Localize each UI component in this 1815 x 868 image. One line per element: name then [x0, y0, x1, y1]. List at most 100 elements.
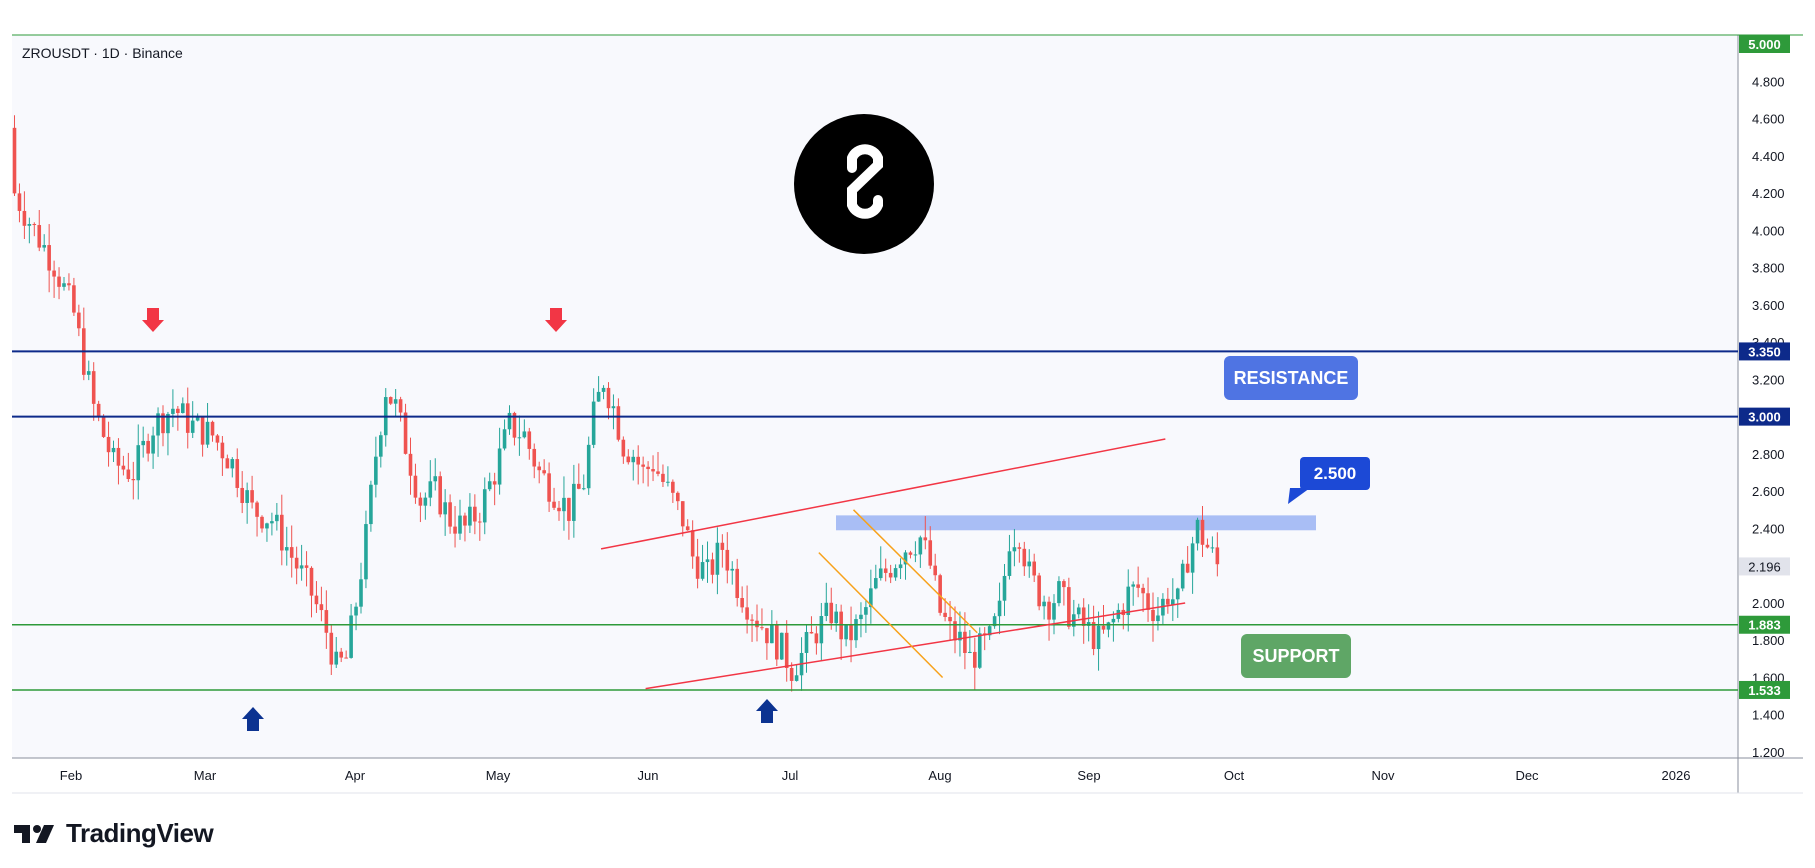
candle-body [512, 412, 517, 438]
candle-body [869, 588, 873, 608]
candle-body [705, 559, 710, 563]
tradingview-brand[interactable]: TradingView [14, 818, 214, 849]
y-tick-label: 4.000 [1752, 223, 1785, 238]
y-tick-label: 4.200 [1752, 186, 1785, 201]
candle-body [804, 631, 809, 653]
candle-body [473, 506, 477, 522]
candle-body [101, 416, 106, 437]
candle-body [532, 448, 537, 467]
price-badge-text: 2.196 [1748, 559, 1781, 574]
candle-body [591, 401, 596, 445]
candle-body [289, 547, 294, 558]
candle-body [878, 568, 883, 579]
candle-body [478, 521, 482, 523]
candle-body [47, 245, 51, 271]
candle-body [354, 606, 358, 616]
candle-body [1062, 581, 1066, 588]
candle-body [874, 578, 878, 589]
candle-body [86, 371, 91, 375]
x-tick-label: Jul [782, 768, 799, 783]
candle-body [96, 403, 101, 417]
candle-body [671, 481, 675, 493]
zone-layer [836, 515, 1316, 531]
price-axis[interactable]: 4.8004.6004.4004.2004.0003.8003.6003.400… [1739, 35, 1790, 760]
candle-body [1126, 586, 1131, 616]
candle-body [750, 619, 754, 621]
candle-body [121, 465, 126, 470]
candle-body [987, 626, 992, 636]
candle-body [1052, 603, 1056, 620]
candle-body [91, 371, 96, 404]
y-tick-label: 1.200 [1752, 745, 1785, 760]
candle-body [111, 447, 116, 453]
candle-body [32, 223, 37, 226]
candle-body [611, 406, 616, 409]
candle-body [418, 497, 423, 506]
candle-body [210, 421, 215, 436]
price-badge-text: 3.350 [1748, 344, 1781, 359]
candle-body [1012, 547, 1017, 552]
candle-body [992, 616, 997, 627]
y-tick-label: 4.600 [1752, 112, 1785, 127]
y-tick-label: 4.800 [1752, 74, 1785, 89]
candle-body [57, 276, 61, 287]
y-tick-label: 1.800 [1752, 633, 1785, 648]
wedge-line-upper[interactable] [852, 509, 978, 634]
candle-body [116, 447, 121, 466]
candle-body [685, 526, 690, 531]
target-zone [836, 515, 1316, 531]
candle-body [893, 568, 898, 578]
candle-body [1101, 625, 1106, 630]
candle-body [230, 459, 235, 469]
channel-lower-line[interactable] [645, 602, 1186, 690]
candle-body [824, 602, 829, 617]
candle-body [1081, 607, 1086, 626]
candle-body [126, 469, 131, 480]
candle-body [1032, 561, 1036, 576]
candle-body [1175, 588, 1180, 600]
candle-body [443, 502, 447, 515]
candle-body [567, 497, 571, 521]
wedge-line-lower[interactable] [818, 552, 944, 679]
x-tick-label: Jun [638, 768, 659, 783]
candle-body [760, 627, 764, 629]
candle-body [908, 552, 913, 555]
candle-body [938, 575, 942, 613]
channel-upper-line[interactable] [600, 438, 1166, 550]
candle-body [52, 270, 56, 277]
candle-body [215, 435, 220, 443]
candles-layer [12, 115, 1220, 692]
candle-body [334, 651, 339, 665]
candle-body [12, 127, 17, 194]
candle-body [270, 521, 274, 524]
time-axis[interactable]: Feb Mar Apr May Jun Jul Aug Sep Oct Nov Dec 2026 [60, 768, 1691, 783]
candle-body [388, 397, 393, 404]
candle-body [710, 559, 715, 575]
candle-body [329, 632, 334, 665]
candle-body [240, 487, 244, 503]
candle-body [1215, 547, 1220, 565]
candle-body [1190, 543, 1195, 573]
candle-body [344, 657, 348, 659]
candle-body [834, 611, 838, 624]
candle-body [562, 497, 566, 512]
candle-body [166, 413, 170, 434]
x-tick-label: Dec [1515, 768, 1539, 783]
price-badge [1739, 35, 1790, 53]
candle-body [953, 621, 957, 641]
candle-body [948, 616, 952, 622]
candle-body [977, 633, 982, 668]
candle-body [542, 470, 546, 474]
candle-body [408, 453, 413, 476]
candle-body [275, 514, 279, 522]
candle-body [413, 475, 418, 498]
candle-body [809, 631, 814, 634]
candle-body [527, 431, 532, 449]
y-tick-label: 2.800 [1752, 447, 1785, 462]
candle-body [740, 598, 744, 608]
candle-body [1151, 609, 1155, 622]
candle-body [1057, 581, 1061, 604]
candle-body [171, 408, 175, 414]
candle-body [775, 624, 779, 660]
